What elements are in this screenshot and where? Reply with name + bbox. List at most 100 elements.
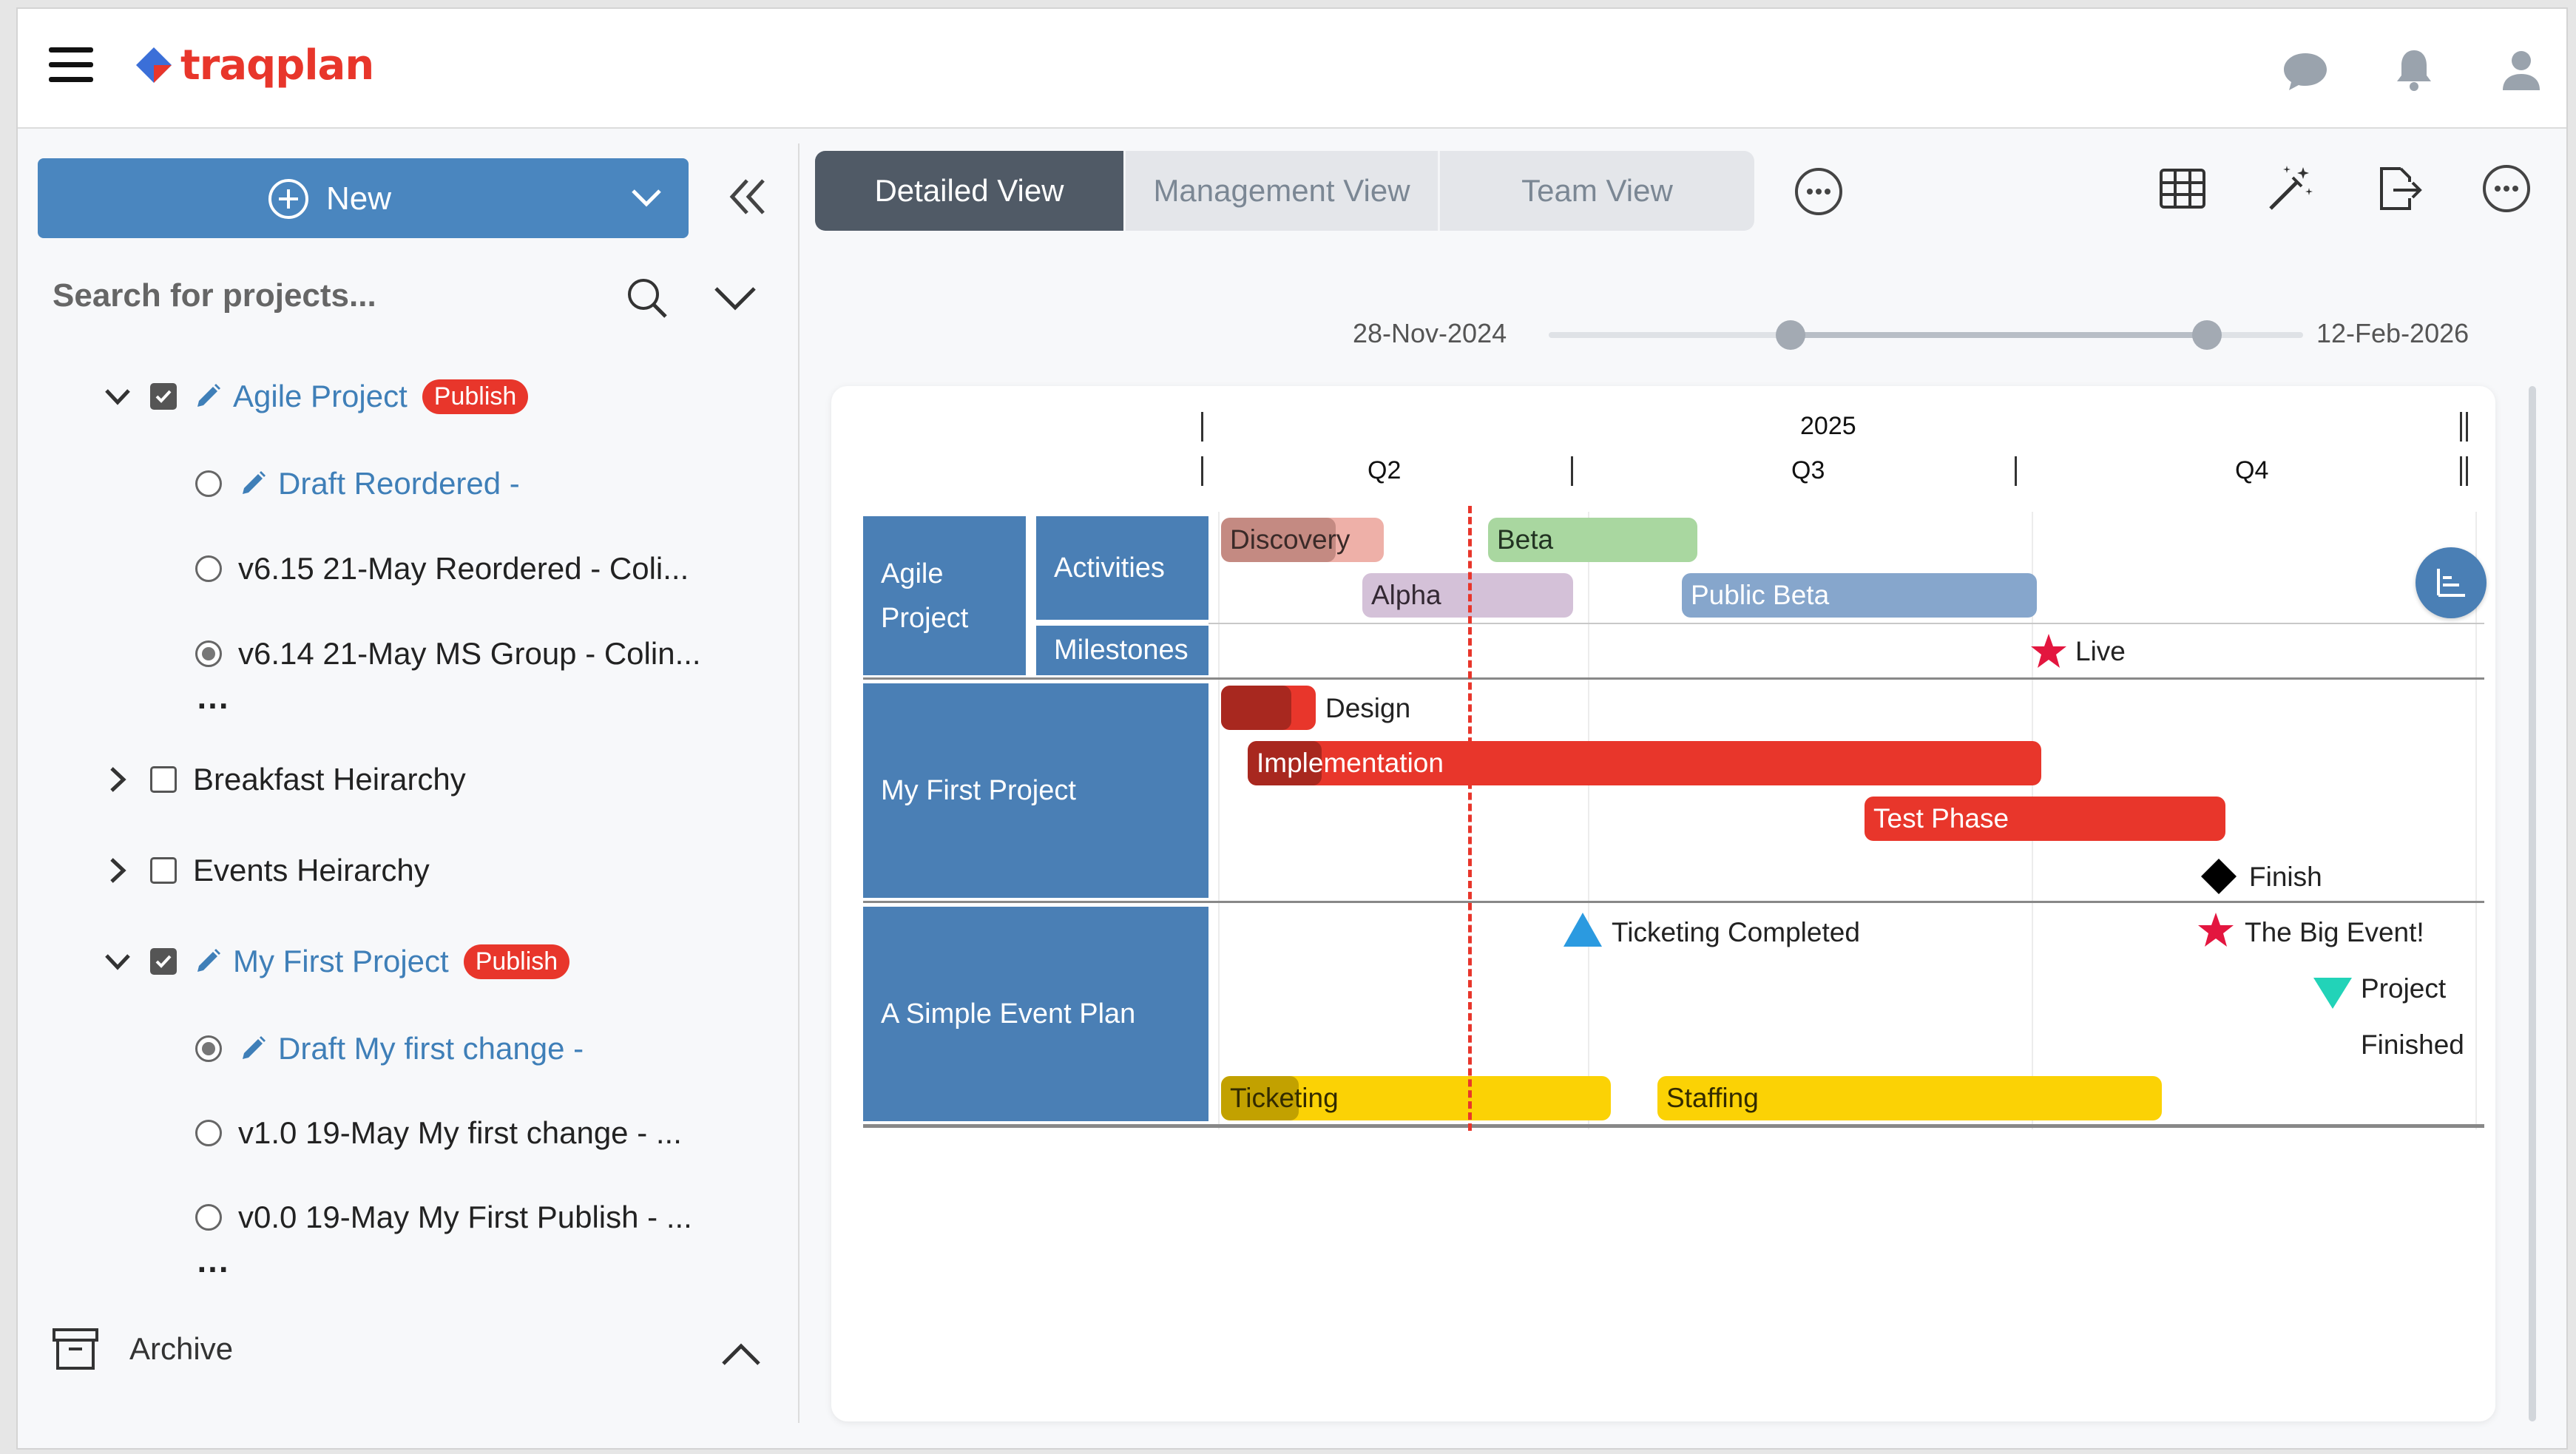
pencil-edit-icon[interactable] bbox=[238, 1034, 268, 1064]
expand-filter-chevron-icon[interactable] bbox=[713, 284, 757, 311]
chat-icon[interactable] bbox=[2279, 44, 2331, 96]
milestone-star-icon[interactable] bbox=[2029, 632, 2068, 671]
tree-item-label[interactable]: v0.0 19-May My First Publish - ... bbox=[238, 1200, 692, 1234]
checkbox-checked[interactable] bbox=[150, 383, 177, 410]
publish-badge[interactable]: Publish bbox=[422, 379, 529, 414]
chevron-down-icon[interactable] bbox=[630, 186, 663, 209]
tree-item-draft-reordered[interactable]: Draft Reordered - bbox=[195, 454, 520, 513]
export-icon[interactable] bbox=[2371, 163, 2423, 214]
pencil-edit-icon[interactable] bbox=[193, 382, 223, 411]
more-options-icon[interactable] bbox=[2481, 163, 2532, 214]
version-radio[interactable] bbox=[195, 1120, 222, 1146]
version-radio-selected[interactable] bbox=[195, 1035, 222, 1062]
hamburger-menu-icon[interactable] bbox=[49, 47, 93, 83]
gantt-bar-design[interactable] bbox=[1221, 686, 1316, 730]
swimlane-milestones[interactable]: Milestones bbox=[1036, 626, 1208, 675]
bar-label: Implementation bbox=[1257, 748, 1444, 778]
tree-item-label[interactable]: v6.15 21-May Reordered - Coli... bbox=[238, 551, 689, 586]
tree-item-events-heirarchy[interactable]: Events Heirarchy bbox=[103, 841, 430, 900]
version-radio[interactable] bbox=[195, 555, 222, 582]
milestone-triangle-icon[interactable] bbox=[1562, 911, 1603, 948]
gantt-bar-implementation[interactable]: Implementation bbox=[1248, 741, 2041, 785]
chevron-right-icon[interactable] bbox=[103, 765, 132, 794]
checkbox[interactable] bbox=[150, 766, 177, 793]
timeline-slider-start-handle[interactable] bbox=[1776, 320, 1805, 350]
tree-item-label[interactable]: Breakfast Heirarchy bbox=[193, 762, 466, 797]
milestone-star-icon[interactable] bbox=[2197, 911, 2235, 950]
table-grid-icon[interactable] bbox=[2157, 163, 2208, 214]
grid-line bbox=[2475, 512, 2477, 1129]
tab-detailed-view[interactable]: Detailed View bbox=[815, 151, 1126, 231]
tree-item-label[interactable]: v1.0 19-May My first change - ... bbox=[238, 1115, 682, 1150]
gantt-bar-beta[interactable]: Beta bbox=[1488, 518, 1697, 562]
tree-item-label[interactable]: My First Project bbox=[233, 944, 449, 978]
chevron-down-icon[interactable] bbox=[103, 947, 132, 976]
archive-section[interactable]: Archive bbox=[51, 1327, 233, 1371]
checkbox-checked[interactable] bbox=[150, 948, 177, 975]
gantt-settings-fab[interactable] bbox=[2416, 547, 2487, 618]
tree-item-label[interactable]: Events Heirarchy bbox=[193, 853, 430, 887]
view-tabs: Detailed View Management View Team View bbox=[815, 151, 1754, 231]
tab-management-view[interactable]: Management View bbox=[1126, 151, 1440, 231]
checkbox[interactable] bbox=[150, 857, 177, 884]
bar-label: Ticketing bbox=[1230, 1083, 1339, 1113]
gantt-chart: 2025 Q2 Q3 Q4 Agile Project Activities M… bbox=[18, 9, 2566, 1448]
chevron-up-icon[interactable] bbox=[720, 1342, 762, 1367]
pencil-edit-icon[interactable] bbox=[193, 947, 223, 976]
tree-item-v6-15[interactable]: v6.15 21-May Reordered - Coli... bbox=[195, 539, 689, 598]
tree-item-label[interactable]: Draft Reordered - bbox=[278, 466, 520, 501]
tab-team-view[interactable]: Team View bbox=[1521, 173, 1673, 208]
gantt-bar-ticketing[interactable]: Ticketing bbox=[1221, 1076, 1611, 1120]
search-icon[interactable] bbox=[624, 275, 670, 321]
version-radio[interactable] bbox=[195, 1204, 222, 1231]
milestone-label-live: Live bbox=[2075, 636, 2126, 666]
tree-item-label[interactable]: v6.14 21-May MS Group - Colin... bbox=[238, 636, 701, 671]
tree-item-label[interactable]: Draft My first change - bbox=[278, 1031, 584, 1066]
version-radio[interactable] bbox=[195, 470, 222, 497]
app-logo[interactable]: traqplan bbox=[135, 35, 374, 95]
more-options-icon[interactable] bbox=[1793, 166, 1845, 217]
tree-item-v0-0[interactable]: v0.0 19-May My First Publish - ... bbox=[195, 1188, 692, 1247]
swimlane-simple-event-plan[interactable]: A Simple Event Plan bbox=[863, 907, 1208, 1121]
notification-bell-icon[interactable] bbox=[2388, 44, 2440, 96]
milestone-inverted-triangle-icon[interactable] bbox=[2312, 976, 2353, 1010]
gantt-bar-test-phase[interactable]: Test Phase bbox=[1865, 797, 2225, 841]
user-avatar-icon[interactable] bbox=[2495, 44, 2547, 96]
gantt-bar-public-beta[interactable]: Public Beta bbox=[1682, 573, 2037, 618]
vertical-scrollbar[interactable] bbox=[2529, 386, 2536, 1421]
magic-wand-icon[interactable] bbox=[2265, 163, 2316, 214]
tree-item-breakfast-heirarchy[interactable]: Breakfast Heirarchy bbox=[103, 750, 466, 809]
tree-item-label[interactable]: Agile Project bbox=[233, 379, 408, 413]
chevron-down-icon[interactable] bbox=[103, 382, 132, 411]
row-divider bbox=[863, 677, 2484, 680]
tree-item-draft-my-first-change[interactable]: Draft My first change - bbox=[195, 1019, 584, 1078]
publish-badge[interactable]: Publish bbox=[463, 944, 570, 979]
tree-item-my-first-project[interactable]: My First Project Publish bbox=[103, 932, 570, 991]
gantt-bar-discovery[interactable]: Discovery bbox=[1221, 518, 1384, 562]
chart-view-icon bbox=[2437, 569, 2465, 597]
swimlane-agile-project[interactable]: Agile Project bbox=[863, 516, 1026, 675]
axis-tick bbox=[1201, 456, 1203, 486]
tree-item-v1-0[interactable]: v1.0 19-May My first change - ... bbox=[195, 1103, 682, 1163]
version-radio-selected[interactable] bbox=[195, 640, 222, 667]
axis-tick bbox=[1571, 456, 1573, 486]
tree-item-agile-project[interactable]: Agile Project Publish bbox=[103, 367, 529, 426]
pencil-edit-icon[interactable] bbox=[238, 469, 268, 498]
timeline-slider-end-handle[interactable] bbox=[2192, 320, 2222, 350]
milestone-diamond-icon[interactable] bbox=[2200, 857, 2238, 896]
project-search-input[interactable] bbox=[51, 269, 616, 322]
gantt-bar-alpha[interactable]: Alpha bbox=[1362, 573, 1573, 618]
gantt-bar-staffing[interactable]: Staffing bbox=[1657, 1076, 2162, 1120]
chevron-right-icon[interactable] bbox=[103, 856, 132, 885]
more-versions-dots[interactable]: ... bbox=[197, 685, 230, 715]
tree-item-v6-14[interactable]: v6.14 21-May MS Group - Colin... bbox=[195, 624, 701, 683]
milestone-label-project-finished-line2: Finished bbox=[2361, 1029, 2464, 1060]
today-marker-line bbox=[1468, 506, 1472, 1131]
swimlane-my-first-project[interactable]: My First Project bbox=[863, 683, 1208, 898]
swimlane-label: Agile Project bbox=[881, 558, 969, 634]
more-versions-dots[interactable]: ... bbox=[197, 1248, 230, 1279]
swimlane-activities[interactable]: Activities bbox=[1036, 516, 1208, 620]
new-button[interactable]: New bbox=[38, 158, 689, 238]
axis-tick bbox=[2015, 456, 2017, 486]
collapse-sidebar-icon[interactable] bbox=[726, 175, 771, 219]
